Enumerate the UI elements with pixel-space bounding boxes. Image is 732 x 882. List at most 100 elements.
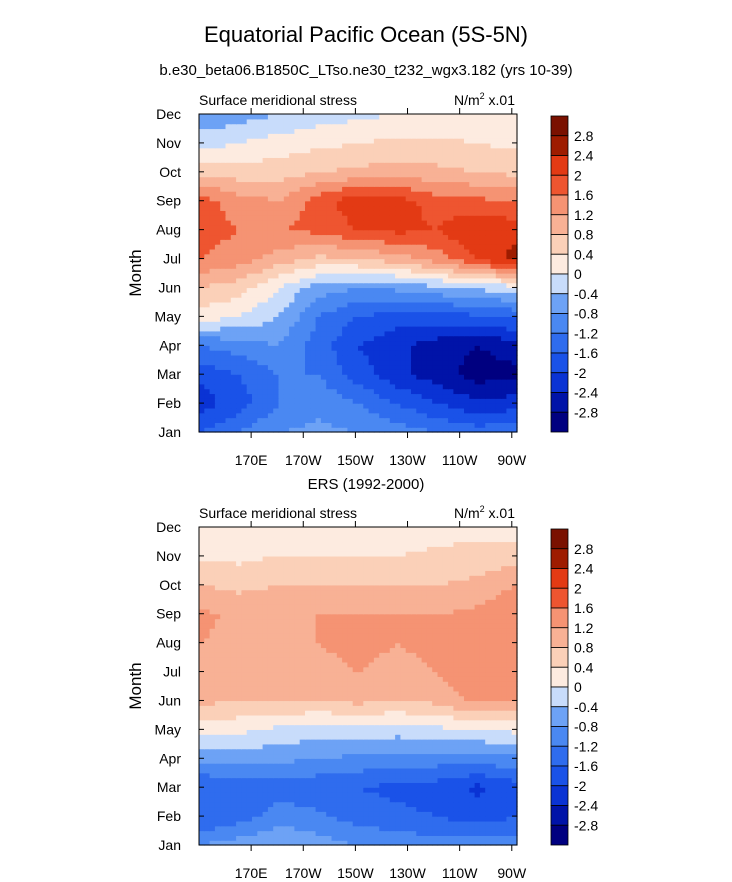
contour-cell [448, 801, 454, 808]
colorbar-box [550, 174, 569, 196]
contour-cell [278, 379, 285, 385]
contour-cell [246, 772, 253, 779]
contour-cell [495, 354, 502, 361]
contour-cell [363, 157, 370, 163]
contour-cell [479, 205, 486, 211]
contour-cell [252, 273, 258, 279]
contour-cell [490, 311, 497, 317]
contour-cell [246, 840, 253, 846]
contour-cell [421, 263, 428, 269]
contour-cell [373, 340, 380, 346]
contour-cell [495, 787, 502, 793]
contour-cell [358, 787, 364, 793]
contour-cell [320, 407, 327, 414]
contour-cell [368, 820, 375, 827]
contour-cell [421, 229, 428, 236]
contour-cell [426, 244, 433, 250]
contour-cell [368, 258, 375, 264]
contour-cell [273, 801, 280, 808]
contour-cell [342, 239, 348, 245]
contour-cell [426, 816, 433, 822]
contour-cell [204, 383, 211, 390]
contour-cell [257, 118, 264, 125]
contour-cell [469, 388, 476, 395]
contour-cell [246, 186, 253, 192]
contour-cell [315, 796, 322, 803]
contour-cell [252, 340, 258, 346]
contour-cell [485, 374, 492, 380]
contour-cell [273, 364, 280, 370]
contour-cell [373, 330, 380, 337]
contour-cell [220, 326, 227, 332]
contour-cell [416, 330, 423, 337]
contour-cell [474, 239, 481, 245]
contour-cell [352, 181, 359, 187]
contour-cell [448, 186, 454, 192]
contour-cell [485, 292, 492, 298]
contour-cell [437, 258, 444, 264]
contour-cell [241, 277, 248, 284]
contour-cell [273, 388, 280, 395]
contour-cell [479, 258, 486, 264]
panel2-title: ERS (1992-2000) [307, 476, 425, 493]
contour-cell [246, 128, 253, 134]
contour-cell [257, 782, 264, 788]
contour-cell [283, 350, 290, 356]
contour-cell [352, 364, 359, 370]
contour-cell [273, 234, 280, 240]
contour-cell [405, 403, 412, 409]
contour-cell [315, 220, 322, 226]
contour-cell [326, 306, 333, 313]
contour-cell [273, 767, 280, 774]
contour-cell [326, 354, 333, 361]
contour-cell [363, 811, 370, 817]
contour-cell [214, 311, 221, 317]
contour-cell [204, 239, 211, 245]
contour-cell [199, 181, 205, 187]
contour-cell [490, 268, 497, 274]
contour-cell [411, 157, 417, 163]
contour-cell [384, 359, 391, 366]
contour-cell [199, 114, 205, 120]
contour-cell [230, 234, 237, 240]
contour-cell [384, 147, 391, 154]
contour-cell [448, 229, 454, 236]
contour-cell [273, 374, 280, 380]
contour-cell [448, 412, 454, 419]
contour-cell [299, 215, 306, 221]
contour-cell [252, 388, 258, 395]
contour-cell [305, 417, 311, 423]
contour-cell [204, 224, 211, 231]
contour-cell [421, 335, 428, 342]
contour-cell [246, 114, 253, 120]
contour-cell [458, 311, 465, 317]
contour-cell [267, 796, 274, 803]
contour-cell [395, 326, 401, 332]
contour-cell [347, 292, 354, 298]
contour-cell [209, 273, 216, 279]
contour-cell [336, 123, 343, 130]
contour-cell [469, 777, 476, 783]
contour-cell [225, 767, 232, 774]
contour-cell [273, 335, 280, 342]
contour-cell [379, 787, 386, 793]
contour-cell [485, 340, 492, 346]
contour-cell [479, 273, 486, 279]
contour-cell [225, 316, 232, 322]
contour-cell [363, 205, 370, 211]
contour-cell [405, 345, 412, 351]
contour-cell [490, 840, 497, 846]
contour-cell [437, 167, 444, 173]
contour-cell [252, 427, 258, 433]
contour-cell [490, 383, 497, 390]
contour-cell [474, 379, 481, 385]
contour-cell [411, 345, 417, 351]
contour-cell [464, 407, 470, 414]
contour-cell [246, 268, 253, 274]
contour-cell [246, 782, 253, 788]
contour-cell [278, 162, 285, 168]
contour-cell [289, 393, 295, 399]
contour-cell [204, 176, 211, 183]
contour-cell [294, 345, 301, 351]
contour-cell [469, 195, 476, 202]
